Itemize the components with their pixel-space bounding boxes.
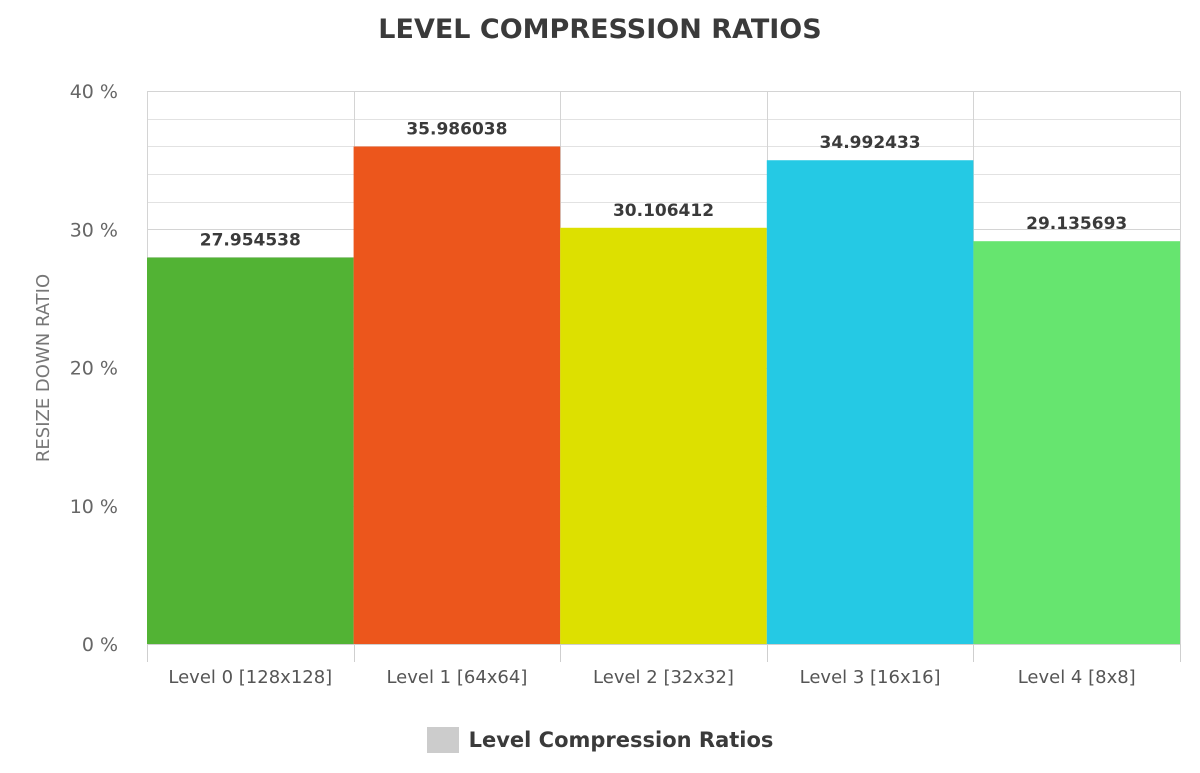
data-label-1: 35.986038 <box>406 119 507 139</box>
legend-swatch <box>426 727 459 753</box>
data-label-2: 30.106412 <box>613 201 714 221</box>
legend[interactable]: Level Compression Ratios <box>0 727 1200 753</box>
x-tick-label-2: Level 2 [32x32] <box>593 667 734 688</box>
y-tick-label-2: 20 % <box>70 358 118 380</box>
label-layer: 27.954538 Level 0 [128x128] 35.986038 Level… <box>33 81 1136 688</box>
chart-title: LEVEL COMPRESSION RATIOS <box>378 14 822 45</box>
y-tick-label-4: 40 % <box>70 81 118 103</box>
bar-1 <box>353 146 561 644</box>
x-tick-label-4: Level 4 [8x8] <box>1018 667 1136 688</box>
bar-4 <box>973 241 1180 645</box>
y-tick-label-1: 10 % <box>70 496 118 518</box>
y-axis-title: RESIZE DOWN RATIO <box>33 274 54 462</box>
data-label-4: 29.135693 <box>1026 214 1127 234</box>
legend-label: Level Compression Ratios <box>468 728 774 752</box>
y-tick-label-0: 0 % <box>82 634 118 656</box>
bar-3 <box>766 160 974 644</box>
x-tick-label-0: Level 0 [128x128] <box>168 667 332 688</box>
x-tick-label-3: Level 3 [16x16] <box>800 667 941 688</box>
y-tick-label-3: 30 % <box>70 219 118 241</box>
bar-0 <box>147 257 354 644</box>
data-label-0: 27.954538 <box>200 231 301 251</box>
data-label-3: 34.992433 <box>820 133 921 153</box>
bar-2 <box>560 227 767 644</box>
axis-layer <box>147 644 1181 662</box>
x-tick-label-1: Level 1 [64x64] <box>386 667 527 688</box>
bars-layer <box>147 146 1180 645</box>
